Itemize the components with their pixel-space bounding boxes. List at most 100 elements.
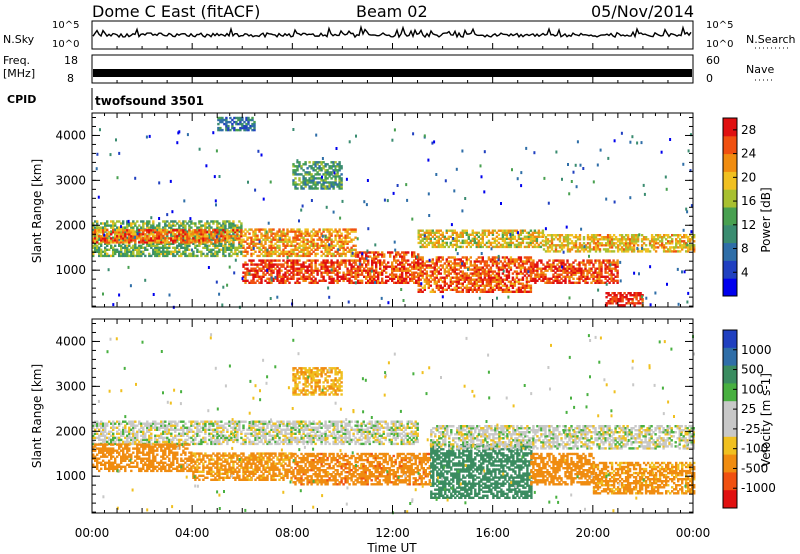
heatmap-cell [332,279,335,282]
heatmap-cell [423,272,426,275]
heatmap-cell [152,237,155,240]
heatmap-cell [679,240,682,243]
heatmap-cell [469,239,472,242]
heatmap-cell [316,271,319,274]
heatmap-cell [236,224,239,227]
heatmap-cell [554,277,557,280]
heatmap-cell [274,259,277,262]
heatmap-cell [310,269,313,272]
heatmap-cell [513,243,517,247]
heatmap-cell [425,237,428,240]
heatmap-cell [108,233,111,236]
heatmap-cell [407,281,410,284]
heatmap-cell [568,234,572,237]
heatmap-cell [232,246,235,249]
heatmap-cell [296,252,299,256]
heatmap-cell [122,246,125,249]
heatmap-cell [483,284,487,287]
heatmap-cell [268,228,271,231]
heatmap-cell [608,236,612,239]
heatmap-cell [439,229,442,232]
heatmap-cell [147,222,150,226]
heatmap-cell [288,254,291,258]
heatmap-cell [298,232,301,235]
heatmap-cell [152,293,155,296]
heatmap-cell [172,252,175,256]
heatmap-cell [282,275,285,278]
heatmap-cell [108,242,111,245]
heatmap-cell [513,245,517,249]
heatmap-cell [286,259,289,262]
heatmap-cell [411,261,414,264]
heatmap-cell [351,251,354,255]
heatmap-cell [162,235,165,238]
heatmap-cell [186,237,189,240]
heatmap-cell [435,282,438,285]
heatmap-cell [443,245,446,249]
heatmap-cell [266,234,269,237]
heatmap-cell [568,296,571,300]
heatmap-cell [244,277,247,280]
heatmap-cell [360,257,364,260]
heatmap-cell [326,228,329,231]
heatmap-cell [493,284,497,287]
heatmap-cell [336,277,339,280]
heatmap-cell [318,244,321,247]
heatmap-cell [350,252,353,256]
heatmap-cell [379,281,382,284]
heatmap-cell [621,294,624,297]
heatmap-cell [286,230,289,233]
heatmap-cell [334,269,337,272]
heatmap-cell [570,234,574,237]
heatmap-cell [632,234,636,237]
heatmap-cell [102,237,105,240]
heatmap-cell [156,233,159,236]
heatmap-cell [298,263,301,266]
heatmap-cell [284,281,287,284]
heatmap-cell [290,248,293,251]
heatmap-cell [330,248,333,251]
heatmap-cell [467,280,470,283]
heatmap-cell [286,271,289,274]
heatmap-cell [465,229,468,232]
heatmap-cell [128,237,131,240]
heatmap-cell [230,244,233,247]
heatmap-cell [246,230,249,233]
heatmap-cell [308,277,311,280]
heatmap-cell [266,268,269,272]
heatmap-cell [369,281,372,284]
heatmap-cell [381,277,384,280]
heatmap-cell [546,265,549,268]
heatmap-cell [336,271,339,274]
heatmap-cell [521,284,525,287]
heatmap-cell [302,236,305,239]
heatmap-cell [174,248,177,251]
heatmap-cell [198,250,201,253]
heatmap-cell [260,248,263,251]
heatmap-cell [314,281,317,284]
heatmap-cell [495,245,499,249]
heatmap-cell [507,243,511,247]
heatmap-cell [583,245,586,249]
heatmap-cell [619,298,622,301]
heatmap-cell [427,280,430,283]
heatmap-cell [142,229,145,232]
heatmap-cell [258,228,261,231]
heatmap-cell [606,271,609,274]
heatmap-cell [493,280,497,283]
heatmap-cell [363,269,366,272]
heatmap-cell [320,161,323,164]
heatmap-cell [517,272,521,275]
heatmap-cell [276,271,279,274]
heatmap-cell [554,259,557,262]
heatmap-cell [477,278,480,281]
heatmap-cell [471,282,474,285]
heatmap-cell [399,267,402,270]
heatmap-cell [536,263,539,266]
heatmap-cell [310,277,313,280]
heatmap-cell [212,222,215,225]
heatmap-cell [210,241,213,244]
heatmap-cell [435,256,438,259]
heatmap-cell [356,265,360,268]
heatmap-cell [455,233,458,236]
